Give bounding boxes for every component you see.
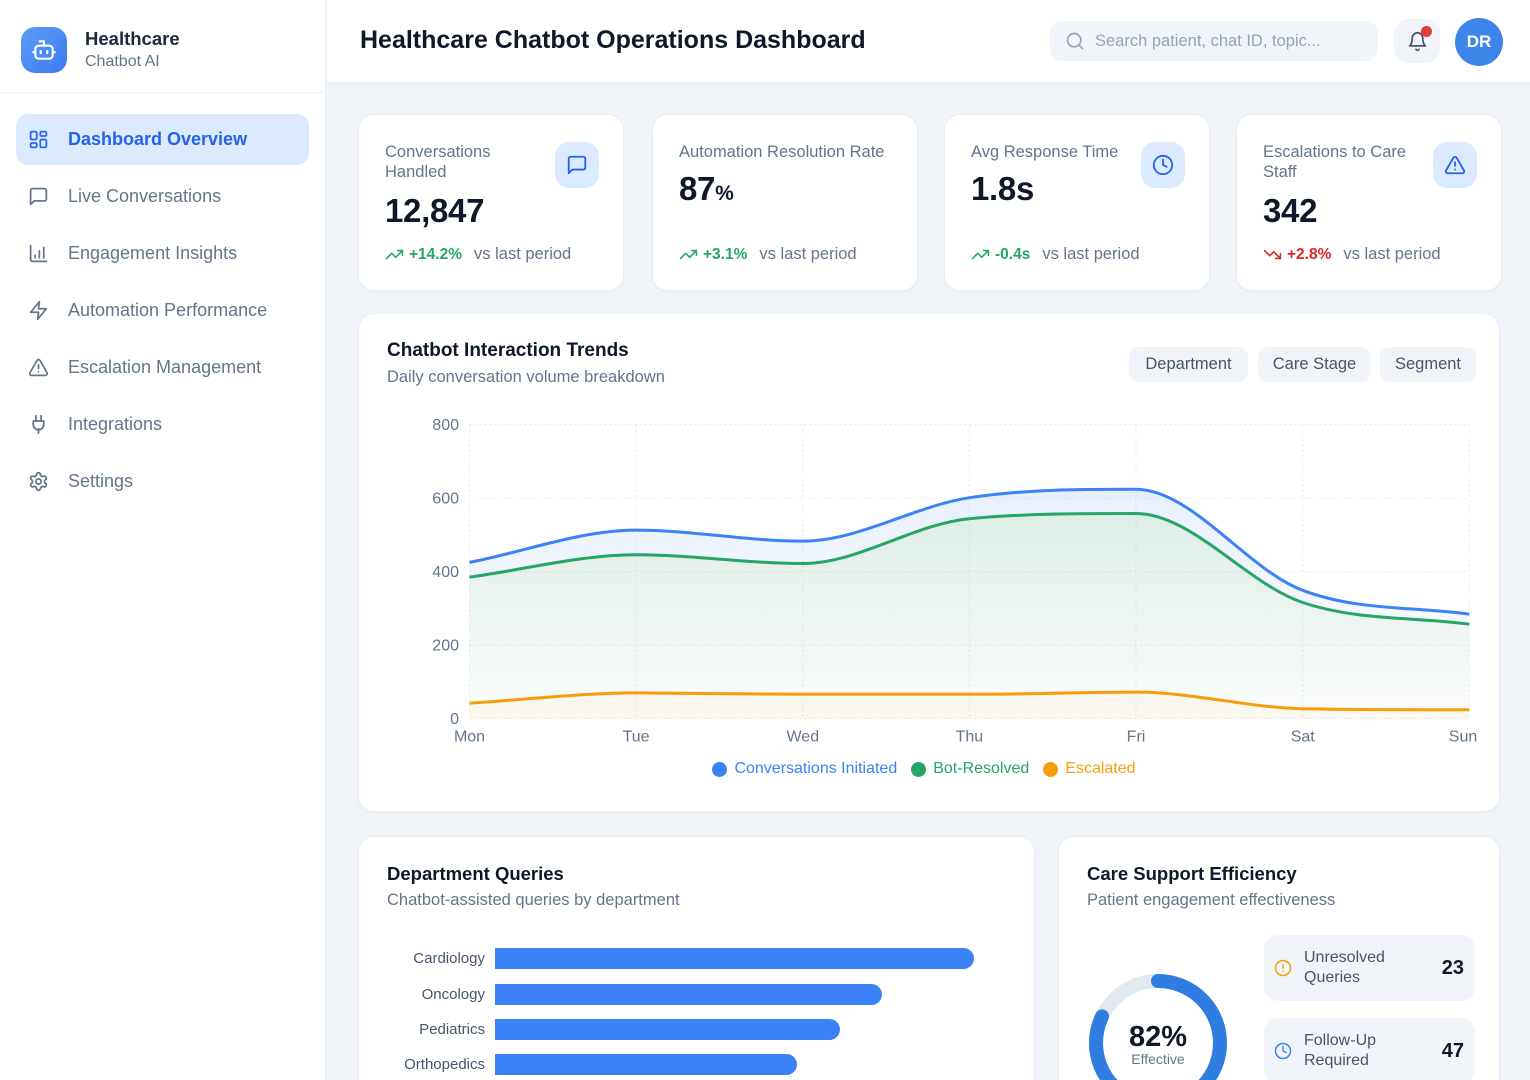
svg-text:800: 800 <box>432 417 459 434</box>
svg-text:Sun: Sun <box>1449 729 1477 746</box>
svg-text:0: 0 <box>450 711 459 728</box>
svg-text:400: 400 <box>432 564 459 581</box>
svg-text:Mon: Mon <box>454 729 485 746</box>
svg-text:600: 600 <box>432 491 459 508</box>
svg-text:Sat: Sat <box>1291 729 1316 746</box>
svg-text:82%: 82% <box>1129 1021 1187 1053</box>
svg-text:Thu: Thu <box>956 729 984 746</box>
svg-text:Tue: Tue <box>623 729 650 746</box>
svg-text:Wed: Wed <box>786 729 819 746</box>
svg-text:Fri: Fri <box>1127 729 1146 746</box>
svg-text:200: 200 <box>432 638 459 655</box>
svg-text:Effective: Effective <box>1131 1051 1185 1067</box>
